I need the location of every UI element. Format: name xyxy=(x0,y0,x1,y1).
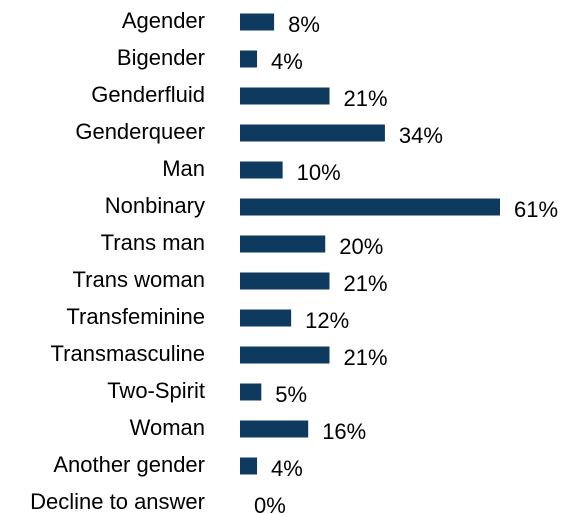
value-label: 12% xyxy=(305,308,349,333)
bar xyxy=(240,346,330,364)
category-label: Woman xyxy=(130,415,205,440)
value-label: 8% xyxy=(288,12,320,37)
category-label: Another gender xyxy=(53,452,205,477)
category-label: Transmasculine xyxy=(51,341,205,366)
bar xyxy=(240,235,326,253)
category-label: Transfeminine xyxy=(66,304,205,329)
value-label: 0% xyxy=(254,493,286,514)
category-label: Agender xyxy=(122,8,205,33)
category-label: Nonbinary xyxy=(105,193,205,218)
bar xyxy=(240,124,385,142)
category-label: Bigender xyxy=(117,45,205,70)
bar xyxy=(240,272,330,290)
value-label: 10% xyxy=(297,160,341,185)
value-label: 20% xyxy=(339,234,383,259)
category-label: Trans woman xyxy=(73,267,205,292)
bar xyxy=(240,420,309,438)
category-label: Genderfluid xyxy=(91,82,205,107)
bar xyxy=(240,383,262,401)
category-label: Two-Spirit xyxy=(107,378,205,403)
bar xyxy=(240,457,258,475)
bar xyxy=(240,87,330,105)
bar xyxy=(240,161,283,179)
category-label: Man xyxy=(162,156,205,181)
bar xyxy=(240,50,258,68)
value-label: 16% xyxy=(322,419,366,444)
value-label: 21% xyxy=(344,345,388,370)
value-label: 4% xyxy=(271,49,303,74)
value-label: 34% xyxy=(399,123,443,148)
category-label: Genderqueer xyxy=(75,119,205,144)
value-label: 61% xyxy=(514,197,558,222)
value-label: 4% xyxy=(271,456,303,481)
value-label: 21% xyxy=(344,271,388,296)
category-label: Trans man xyxy=(101,230,205,255)
value-label: 5% xyxy=(275,382,307,407)
bar xyxy=(240,13,275,31)
bar xyxy=(240,309,292,327)
bar xyxy=(240,198,500,216)
value-label: 21% xyxy=(344,86,388,111)
category-label: Decline to answer xyxy=(30,489,205,514)
